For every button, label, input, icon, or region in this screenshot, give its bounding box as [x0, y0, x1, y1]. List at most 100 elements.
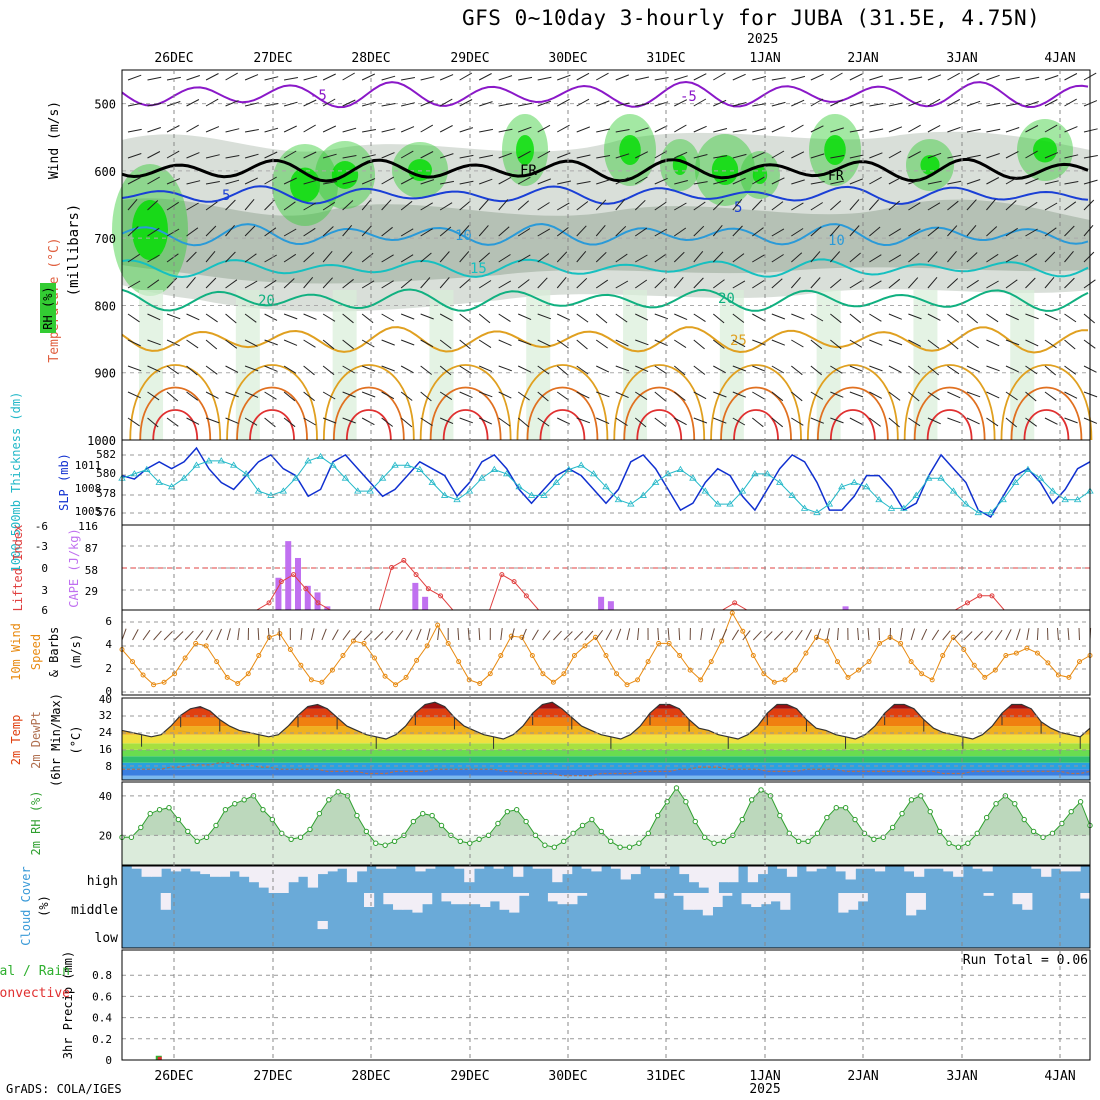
rh2m-marker — [382, 842, 388, 848]
thickness-marker — [229, 461, 238, 468]
wind-barb — [596, 100, 610, 107]
wind10-marker — [940, 653, 946, 659]
wind-barb — [751, 199, 763, 211]
wind-barb — [498, 391, 512, 399]
wind-barb — [576, 250, 587, 263]
wind-barb — [127, 280, 141, 289]
wind-barb — [927, 124, 941, 133]
wind-barb — [869, 176, 882, 185]
wind10-barb — [237, 628, 240, 641]
wind10-marker — [287, 646, 293, 652]
wind-barb — [478, 252, 491, 263]
cloud-clear-bar — [474, 866, 485, 869]
cloud-clear-bar — [532, 866, 543, 869]
thickness-marker — [304, 457, 312, 464]
wind-barb — [674, 151, 688, 159]
rh2m-marker — [147, 810, 153, 817]
rh2m-marker — [1012, 801, 1018, 807]
temp-color-band — [122, 775, 1090, 780]
cloud-clear-bar — [780, 893, 791, 910]
wind-barb — [752, 254, 765, 263]
wind10-barb — [467, 627, 470, 641]
wind-barb — [713, 99, 727, 107]
wind-barb — [362, 129, 376, 133]
rh2m-marker — [420, 810, 426, 817]
wind-barb — [186, 339, 199, 349]
thickness-marker — [949, 487, 958, 494]
wind10-barb — [667, 627, 670, 641]
surface-temperature-contour — [1000, 364, 1093, 441]
wind-barb — [166, 201, 179, 211]
wind-barb — [654, 201, 667, 211]
wind-barb — [283, 125, 297, 133]
wind-barb — [674, 339, 687, 349]
wind-barb — [244, 313, 257, 323]
wind-barb — [400, 365, 414, 374]
wind-barb — [888, 278, 901, 289]
wind-barb — [986, 417, 999, 427]
wind-barb — [147, 339, 161, 346]
thickness-marker — [726, 500, 734, 507]
cloud-clear-bar — [786, 866, 798, 877]
wind-barb — [166, 339, 180, 347]
wind-barb — [830, 417, 844, 424]
cloud-clear-bar — [422, 893, 433, 905]
thickness-marker — [453, 495, 461, 503]
rh2m-marker — [551, 844, 558, 850]
wind10-barb — [142, 629, 151, 641]
wind-barb — [205, 126, 220, 133]
temp-color-band — [122, 756, 1090, 763]
wind10-marker — [1034, 650, 1040, 656]
wind-barb — [1083, 155, 1098, 159]
wind-barb — [635, 365, 649, 373]
precip-tick-label: 0.6 — [92, 990, 112, 1003]
temp-tick-label: 32 — [99, 709, 112, 722]
wind-barb — [888, 228, 902, 237]
cloud-clear-bar — [741, 893, 752, 905]
wind-barb — [1005, 365, 1019, 373]
wind10-barb — [710, 628, 715, 641]
wind-barb — [654, 391, 666, 402]
cloud-clear-bar — [480, 893, 491, 907]
wind-barb — [225, 313, 237, 324]
cloud-clear-bar — [747, 866, 759, 883]
wind-barb — [556, 251, 568, 263]
wind-barb — [517, 365, 532, 373]
thickness-marker — [887, 504, 896, 511]
wind-barb — [947, 154, 962, 159]
wind-barb — [908, 100, 922, 107]
wind-frame — [121, 609, 1091, 696]
wind-barb — [498, 128, 513, 133]
wind-barb — [908, 202, 921, 211]
wind-barb — [186, 124, 199, 133]
wind-barb — [791, 228, 804, 237]
wind-barb — [986, 313, 999, 323]
rh2m-marker — [899, 810, 905, 817]
wind-barb — [810, 339, 823, 350]
wind-barb — [478, 365, 493, 373]
wind-barb — [459, 278, 471, 289]
temp-color-band — [122, 702, 1090, 709]
wind-barb — [420, 365, 433, 375]
rh2m-marker — [852, 816, 858, 823]
cloud-clear-bar — [906, 893, 917, 916]
wind10-axis-label-barbs: & Barbs — [47, 627, 61, 678]
thickness-marker — [242, 470, 250, 477]
wind-barb — [654, 277, 666, 289]
wind-barb — [303, 391, 315, 402]
thickness-marker — [974, 508, 983, 516]
wind10-barb — [794, 629, 803, 641]
rh2m-marker — [438, 822, 445, 829]
wind-barb — [1064, 201, 1077, 211]
wind-barb — [517, 200, 530, 211]
wind-barb — [186, 227, 199, 237]
wind-barb — [966, 252, 978, 263]
temp-bands — [122, 702, 1090, 780]
wind-barb — [537, 202, 550, 211]
cloud-clear-bar — [679, 866, 690, 875]
wind-barb — [459, 154, 474, 159]
wind-barb — [264, 176, 277, 185]
wind-barb — [1064, 277, 1075, 289]
year-label-top: 2025 — [747, 32, 779, 47]
wind-barb — [986, 177, 1000, 185]
